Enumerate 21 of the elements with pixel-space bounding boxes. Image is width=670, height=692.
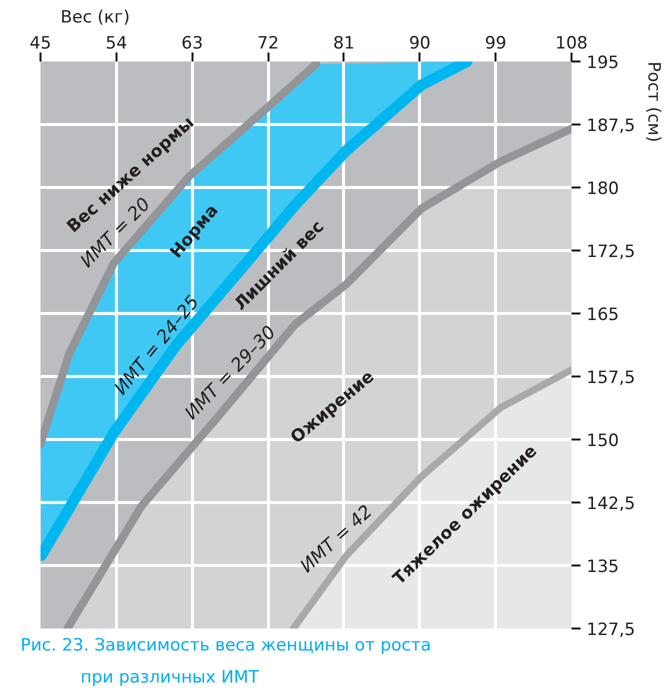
y-tick-label: 142,5 xyxy=(586,494,636,514)
y-tick-label: 172,5 xyxy=(586,242,636,262)
y-tick-label: 157,5 xyxy=(586,368,636,388)
y-tick-label: 135 xyxy=(586,557,619,577)
x-tick-label: 90 xyxy=(408,34,431,54)
y-tick-label: 180 xyxy=(586,179,619,199)
x-tick-label: 81 xyxy=(333,34,355,54)
x-tick-label: 63 xyxy=(181,34,204,54)
y-tick-label: 127,5 xyxy=(586,620,636,640)
y-tick-label: 150 xyxy=(586,431,619,451)
x-tick-label: 54 xyxy=(106,34,128,54)
y-tick-label: 187,5 xyxy=(586,116,636,136)
x-tick-label: 72 xyxy=(257,34,279,54)
x-tick-label: 99 xyxy=(484,34,506,54)
y-tick-label: 165 xyxy=(586,305,619,325)
x-tick-label: 45 xyxy=(30,34,52,54)
y-axis-title: Рост (см) xyxy=(644,62,664,142)
x-tick-label: 108 xyxy=(555,34,588,54)
text: Рис. 23. Зависимость веса женщины от роста при различных ИМТ xyxy=(20,636,432,688)
y-tick-label: 195 xyxy=(586,53,619,73)
x-axis-title: Вес (кг) xyxy=(60,8,130,28)
